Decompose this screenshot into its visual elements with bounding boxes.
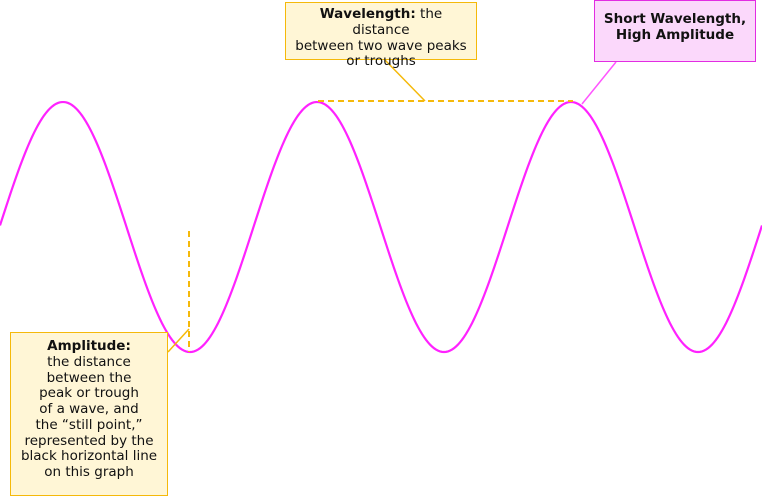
wavelength-definition-line-3: or troughs bbox=[346, 53, 416, 70]
wavelength-term: Wavelength: bbox=[319, 6, 416, 22]
amplitude-definition-line-7: black horizontal line bbox=[20, 448, 158, 465]
wavelength-definition-line-2: between two wave peaks bbox=[295, 37, 467, 54]
amplitude-definition-line-4: of a wave, and bbox=[39, 401, 139, 418]
amplitude-callout: Amplitude: the distance between the peak… bbox=[10, 332, 168, 496]
sine-wave bbox=[0, 100, 762, 354]
amplitude-definition-line-3: peak or trough bbox=[39, 385, 139, 402]
amplitude-term: Amplitude: bbox=[47, 338, 131, 354]
amplitude-definition-line-6: represented by the bbox=[24, 432, 154, 449]
short-wave-connector-line bbox=[581, 61, 617, 105]
wavelength-connector-line bbox=[384, 59, 426, 102]
short-wavelength-line-1: Short Wavelength, bbox=[603, 11, 747, 27]
wavelength-definition-line-1: the distance bbox=[352, 6, 443, 38]
amplitude-definition-line-5: the “still point,” bbox=[35, 416, 143, 433]
wavelength-callout: Wavelength: the distance between two wav… bbox=[285, 2, 477, 69]
amplitude-connector-line bbox=[167, 328, 190, 353]
amplitude-definition-line-8: on this graph bbox=[44, 464, 134, 481]
amplitude-definition-line-1: the distance bbox=[47, 353, 131, 370]
short-wavelength-line-2: High Amplitude bbox=[615, 26, 735, 43]
amplitude-definition-line-2: between the bbox=[46, 369, 132, 386]
short-wavelength-callout: Short Wavelength, High Amplitude bbox=[594, 0, 756, 62]
